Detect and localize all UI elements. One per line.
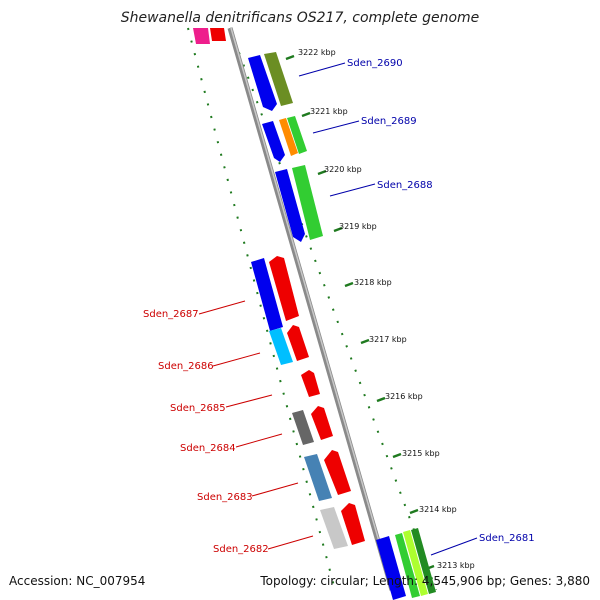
gene-leader-sden-2684 (235, 433, 283, 448)
gene-leader-sden-2686 (212, 352, 261, 367)
gene-block-sden-2687-blue (251, 258, 283, 331)
gene-block-sden-2686-cyan (269, 328, 293, 365)
tick-label-3221: 3221 kbp (310, 107, 348, 116)
tick-mark-3218 (344, 281, 354, 288)
gene-block-sden-2682-silver (320, 507, 348, 549)
tick-label-3214: 3214 kbp (419, 505, 457, 514)
gene-block-sden-2681-darkgreen (411, 528, 436, 594)
gene-block-sden-2690-olive (264, 52, 293, 106)
gene-arrow-sden-2682-red (341, 503, 365, 545)
gene-arrow-sden-2688-blue (275, 169, 305, 242)
gene-leader-sden-2685 (225, 394, 273, 408)
gene-block-sden-2681-blue (376, 536, 406, 600)
gene-block-sden-2683-steelblue (304, 454, 332, 501)
gene-label-sden-2684: Sden_2684 (180, 443, 236, 454)
tick-mark-3220 (317, 169, 327, 176)
right-dotted-boundary (229, 27, 437, 591)
gene-leader-sden-2690 (298, 62, 346, 77)
gene-arrow-sden-2686-red (287, 325, 309, 361)
gene-arrow-sden-2683-red (324, 450, 351, 495)
gene-label-sden-2685: Sden_2685 (170, 403, 226, 414)
gene-block-top-red (210, 28, 226, 41)
gene-block-sden-2681-green (395, 533, 420, 598)
gene-label-sden-2689: Sden_2689 (361, 116, 417, 127)
gene-block-sden-2689-orange (279, 118, 298, 156)
tick-label-3216: 3216 kbp (385, 392, 423, 401)
gene-label-sden-2683: Sden_2683 (197, 492, 253, 503)
tick-mark-3217 (360, 338, 370, 345)
tick-marks (285, 54, 435, 571)
gene-label-sden-2687: Sden_2687 (143, 309, 199, 320)
gene-label-sden-2682: Sden_2682 (213, 544, 269, 555)
gene-arrow-sden-2685-red (301, 370, 320, 397)
gene-arrow-sden-2690-blue (248, 55, 277, 111)
tick-label-3213: 3213 kbp (437, 561, 475, 570)
tick-label-3215: 3215 kbp (402, 449, 440, 458)
tick-mark-3214 (409, 508, 419, 515)
genome-backbone (227, 27, 395, 591)
map-title: Shewanella denitrificans OS217, complete… (120, 10, 480, 26)
tick-mark-3216 (376, 396, 386, 403)
gene-arrow-sden-2684-red (311, 406, 333, 440)
tick-mark-3222 (285, 54, 295, 61)
gene-label-sden-2681: Sden_2681 (479, 533, 535, 544)
genome-backbone-highlight (230, 27, 394, 591)
gene-leader-sden-2687 (198, 300, 246, 315)
gene-leader-sden-2688 (329, 183, 376, 197)
gene-block-sden-2684-gray (292, 410, 314, 445)
gene-arrow-sden-2687-red (269, 256, 299, 321)
gene-block-top-magenta (193, 28, 210, 44)
gene-leader-sden-2682 (267, 535, 314, 550)
gene-leader-sden-2683 (251, 482, 299, 497)
tick-mark-3221 (301, 111, 311, 118)
gene-label-sden-2690: Sden_2690 (347, 58, 403, 69)
tick-label-3220: 3220 kbp (324, 165, 362, 174)
gene-label-sden-2686: Sden_2686 (158, 361, 214, 372)
gene-label-sden-2688: Sden_2688 (377, 180, 433, 191)
tick-label-3218: 3218 kbp (354, 278, 392, 287)
gene-leader-sden-2681 (430, 537, 478, 556)
tick-mark-3219 (333, 226, 343, 233)
gene-block-sden-2689-green (287, 116, 307, 154)
tick-mark-3215 (392, 452, 402, 459)
gene-block-sden-2681-yellowgreen (403, 530, 428, 596)
genome-summary-text: Topology: circular; Length: 4,545,906 bp… (260, 574, 590, 588)
gene-leader-sden-2689 (312, 120, 360, 134)
tick-label-3217: 3217 kbp (369, 335, 407, 344)
accession-text: Accession: NC_007954 (9, 574, 146, 588)
tick-label-3222: 3222 kbp (298, 48, 336, 57)
gene-block-sden-2688-green (292, 165, 323, 240)
tick-label-3219: 3219 kbp (339, 222, 377, 231)
gene-arrow-sden-2689-blue (262, 121, 285, 162)
